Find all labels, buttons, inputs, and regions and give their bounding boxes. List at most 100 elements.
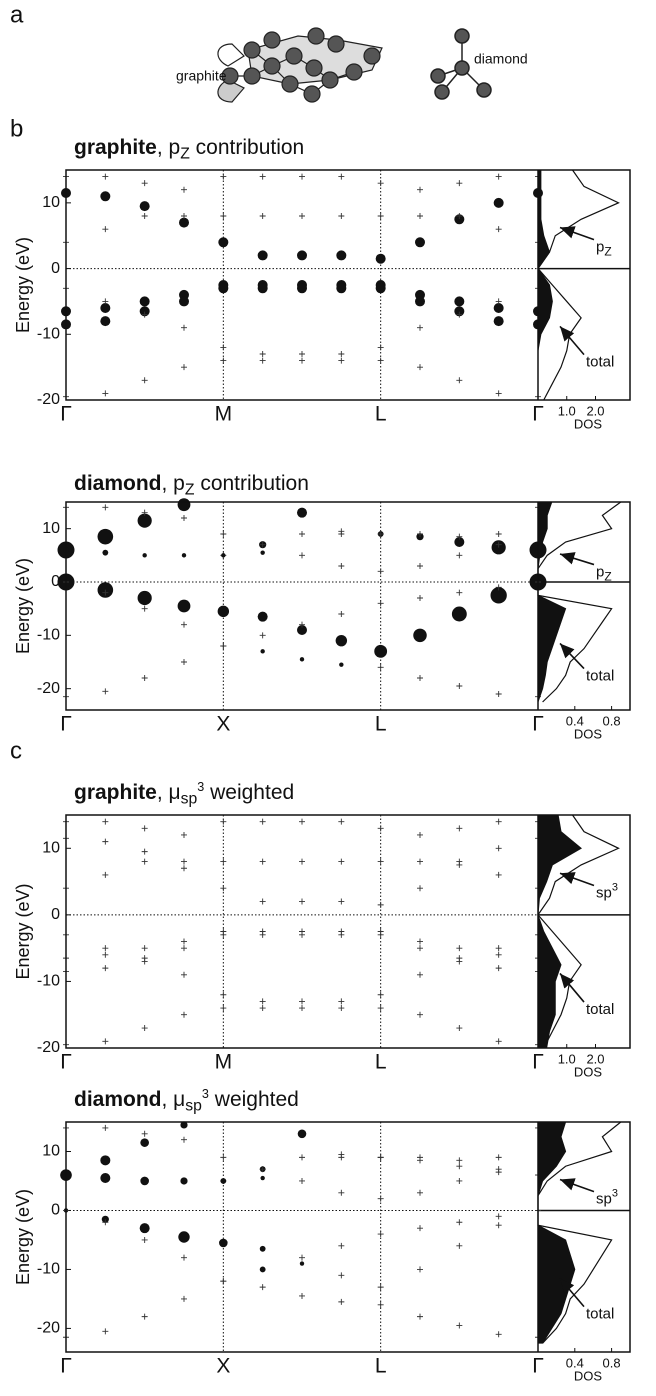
band-plus bbox=[102, 173, 109, 180]
band-plus bbox=[220, 344, 227, 351]
band-dot bbox=[493, 303, 504, 313]
band-plus bbox=[495, 584, 502, 591]
band-plus bbox=[102, 965, 109, 972]
band-plus bbox=[338, 531, 345, 537]
band-plus bbox=[338, 1005, 345, 1012]
y-axis-label: Energy (eV) bbox=[13, 558, 33, 654]
x-tick-label: Γ bbox=[60, 403, 72, 426]
band-plus bbox=[495, 1331, 502, 1338]
band-plus bbox=[495, 390, 502, 397]
title-bold: graphite bbox=[74, 136, 157, 159]
dos-total bbox=[537, 814, 620, 1049]
band-plus bbox=[259, 1005, 266, 1012]
y-tick-label: -20 bbox=[37, 1320, 60, 1337]
band-plus bbox=[102, 871, 109, 878]
band-plus bbox=[417, 1189, 423, 1196]
band-dot bbox=[139, 201, 150, 212]
band-plus bbox=[141, 213, 148, 219]
x-tick-label: Γ bbox=[532, 1051, 544, 1074]
band-plus bbox=[259, 351, 266, 357]
x-tick-label: M bbox=[215, 1051, 233, 1074]
band-plus bbox=[102, 838, 109, 845]
dos-label: DOS bbox=[574, 416, 603, 431]
band-plus bbox=[456, 858, 463, 865]
band-plus bbox=[417, 1313, 423, 1320]
band-dot bbox=[259, 1245, 266, 1252]
band-plus bbox=[417, 858, 423, 865]
band-dot bbox=[180, 1177, 188, 1185]
band-plus bbox=[377, 1284, 384, 1291]
plot-frame bbox=[65, 814, 631, 1049]
band-plus bbox=[299, 1254, 305, 1261]
diamond-schematic bbox=[430, 28, 492, 100]
band-plus bbox=[456, 377, 463, 384]
band-plus bbox=[377, 1301, 384, 1308]
annotation-arrow bbox=[559, 1178, 595, 1193]
band-plus bbox=[102, 1038, 109, 1045]
band-plus bbox=[181, 1011, 187, 1018]
band-plus bbox=[299, 351, 305, 357]
x-tick-label: Γ bbox=[532, 713, 544, 736]
band-dot bbox=[100, 303, 111, 313]
y-axis-label: Energy (eV) bbox=[13, 1189, 33, 1285]
band-dot bbox=[177, 498, 191, 512]
band-plus bbox=[377, 1231, 384, 1238]
band-dot bbox=[257, 283, 268, 294]
x-tick-label: Γ bbox=[60, 713, 72, 736]
schematic-label: graphite bbox=[176, 68, 227, 84]
plot-frame bbox=[65, 501, 631, 711]
band-plus bbox=[417, 595, 423, 601]
superscript: 3 bbox=[612, 1188, 618, 1200]
band-plus bbox=[338, 357, 345, 364]
band-plus bbox=[338, 818, 345, 825]
band-plus bbox=[220, 991, 227, 998]
band-plus bbox=[377, 600, 384, 607]
band-plus bbox=[338, 1242, 345, 1249]
band-plus bbox=[181, 364, 187, 371]
x-tick-label: L bbox=[375, 1355, 387, 1378]
band-plus bbox=[377, 825, 384, 832]
band-plus bbox=[102, 504, 109, 511]
band-plus bbox=[417, 364, 423, 371]
dos-tick-label: 1.0 bbox=[558, 1051, 576, 1066]
band-plus bbox=[220, 173, 227, 180]
annotation: total bbox=[586, 354, 614, 371]
band-plus bbox=[141, 377, 148, 384]
panel-label: a bbox=[10, 1, 24, 28]
band-plus bbox=[456, 825, 463, 832]
band-plus bbox=[456, 1242, 463, 1249]
annotation: total bbox=[586, 1306, 614, 1323]
band-dot bbox=[297, 283, 307, 294]
title-bold: diamond bbox=[74, 472, 162, 495]
band-plus bbox=[259, 898, 266, 905]
band-plus bbox=[299, 1177, 305, 1184]
band-plus bbox=[456, 1163, 463, 1170]
band-plus bbox=[220, 1154, 227, 1161]
annotation-arrow bbox=[559, 552, 595, 566]
graphite-schematic bbox=[217, 27, 383, 103]
band-plus bbox=[417, 1225, 423, 1232]
band-plus bbox=[102, 589, 109, 596]
band-plus bbox=[299, 552, 305, 559]
band-plus bbox=[220, 858, 227, 865]
x-tick-label: Γ bbox=[532, 1355, 544, 1378]
band-dot bbox=[454, 214, 465, 225]
band-plus bbox=[377, 901, 384, 908]
band-plus bbox=[338, 1272, 345, 1279]
band-plus bbox=[338, 213, 345, 219]
y-tick-label: 0 bbox=[51, 906, 60, 923]
band-plus bbox=[141, 1130, 148, 1137]
band-plus bbox=[299, 1154, 305, 1161]
y-tick-label: 10 bbox=[42, 1143, 60, 1160]
band-plus bbox=[141, 958, 148, 965]
x-tick-label: Γ bbox=[60, 1355, 72, 1378]
annotation: total bbox=[586, 1001, 614, 1018]
band-plus bbox=[181, 831, 187, 838]
band-plus bbox=[417, 831, 423, 838]
band-plus bbox=[141, 848, 148, 855]
band-dot bbox=[179, 217, 189, 228]
text-part: weighted bbox=[209, 1088, 299, 1111]
band-dot bbox=[415, 296, 425, 307]
superscript: 3 bbox=[612, 881, 618, 893]
band-plus bbox=[141, 1025, 148, 1032]
